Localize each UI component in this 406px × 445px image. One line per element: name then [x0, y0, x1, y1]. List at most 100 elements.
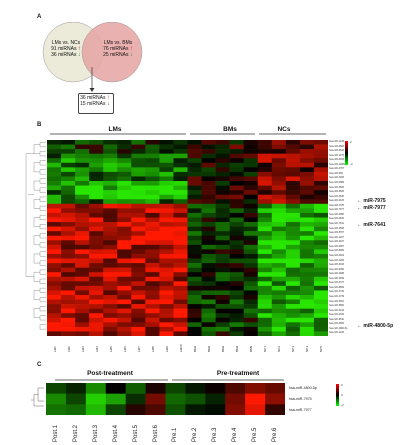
heatmap-b-cell: [61, 199, 76, 205]
heatmap-b-cell: [229, 304, 244, 309]
heatmap-b-cell: [243, 167, 259, 173]
heatmap-b-cell: [75, 199, 90, 205]
row-label: hsa-miR-4800: [329, 144, 345, 148]
heatmap-b-cell: [299, 149, 315, 154]
heatmap-b-cell: [117, 294, 132, 300]
venn-right-text: LMs vs. BMs 76 miRNAs ↑ 25 miRNAs ↓: [94, 40, 142, 58]
up-arrow-icon: ↑: [129, 46, 133, 52]
heatmap-b-cell: [75, 222, 90, 227]
heatmap-b-cell: [173, 240, 188, 246]
heatmap-b-cell: [187, 176, 202, 182]
heatmap-b-cell: [299, 171, 315, 177]
heatmap-b-cell: [145, 217, 160, 223]
heatmap-b-cell: [47, 144, 62, 150]
heatmap-b-cell: [215, 253, 230, 259]
heatmap-b-cell: [159, 294, 174, 300]
heatmap-b-cell: [243, 331, 259, 336]
heatmap-b-cell: [285, 199, 301, 205]
heatmap-b-cell: [215, 167, 230, 173]
heatmap-b-cell: [159, 258, 174, 264]
heatmap-b-cell: [61, 217, 76, 223]
heatmap-c-cell: [265, 393, 285, 405]
heatmap-b-cell: [229, 231, 244, 237]
heatmap-b-cell: [201, 176, 216, 182]
heatmap-b-cell: [103, 176, 118, 182]
heatmap-b-cell: [201, 171, 216, 177]
row-label: hsa-miR-7975: [289, 397, 312, 401]
heatmap-b-cell: [117, 153, 132, 159]
heatmap-b-cell: [131, 263, 146, 268]
heatmap-b-cell: [271, 176, 287, 182]
heatmap-b-cell: [131, 212, 146, 218]
heatmap-b-cell: [201, 149, 216, 154]
heatmap-b-cell: [313, 258, 328, 264]
heatmap-b-cell: [47, 285, 62, 291]
heatmap-c-cell: [185, 404, 206, 415]
heatmap-b-cell: [61, 308, 76, 314]
heatmap-b-cell: [173, 267, 188, 273]
heatmap-b-cell: [159, 308, 174, 314]
heatmap-b-cell: [145, 272, 160, 278]
heatmap-b-cell: [75, 276, 90, 282]
heatmap-b-cell: [47, 185, 62, 191]
heatmap-c-cell: [225, 404, 246, 415]
row-label: hsa-miR-4497: [329, 240, 345, 244]
heatmap-b-cell: [313, 158, 328, 164]
row-label: hsa-miR-4286: [329, 258, 345, 262]
heatmap-b-cell: [201, 231, 216, 237]
heatmap-b-cell: [243, 294, 259, 300]
heatmap-c-cell: [165, 404, 186, 415]
heatmap-b-cell: [271, 253, 287, 259]
heatmap-b-cell: [285, 276, 301, 282]
heatmap-b-cell: [61, 253, 76, 259]
heatmap-b-cell: [257, 276, 273, 282]
heatmap-b-cell: [117, 176, 132, 182]
heatmap-b-cell: [47, 153, 62, 159]
heatmap-b-cell: [75, 176, 90, 182]
heatmap-b-cell: [299, 249, 315, 255]
heatmap-b-cell: [271, 272, 287, 278]
heatmap-b-cell: [313, 244, 328, 250]
heatmap-b-cell: [187, 212, 202, 218]
heatmap-b-cell: [271, 263, 287, 268]
heatmap-b-cell: [313, 171, 328, 177]
heatmap-b-cell: [173, 185, 188, 191]
up-arrow-icon: ↑: [106, 95, 110, 101]
heatmap-b-cell: [201, 190, 216, 195]
heatmap-c: [46, 383, 285, 415]
heatmap-b-cell: [271, 235, 287, 241]
heatmap-b-cell: [61, 285, 76, 291]
heatmap-c-cell: [46, 383, 67, 394]
heatmap-b-cell: [229, 226, 244, 232]
row-label: hsa-miR-7975: [329, 203, 345, 207]
heatmap-b-cell: [215, 212, 230, 218]
heatmap-b-cell: [75, 253, 90, 259]
heatmap-b-cell: [61, 144, 76, 150]
heatmap-b-cell: [285, 144, 301, 150]
heatmap-b-cell: [215, 290, 230, 296]
heatmap-b-cell: [47, 199, 62, 205]
heatmap-b-cell: [243, 190, 259, 195]
heatmap-b-cell: [145, 226, 160, 232]
heatmap-b-cell: [173, 285, 188, 291]
row-label: hsa-miR-7641: [329, 222, 345, 226]
venn-right-circle: [81, 22, 143, 83]
heatmap-b-cell: [229, 162, 244, 168]
heatmap-b-cell: [201, 158, 216, 164]
heatmap-b-cell: [201, 272, 216, 278]
heatmap-b-cell: [131, 176, 146, 182]
heatmap-b-cell: [89, 149, 104, 154]
venn-right-down: 25 miRNAs: [103, 52, 129, 58]
heatmap-b-cell: [229, 244, 244, 250]
heatmap-b-cell: [187, 308, 202, 314]
heatmap-b-cell: [75, 299, 90, 305]
heatmap-b-cell: [285, 162, 301, 168]
heatmap-b-cell: [257, 140, 273, 145]
row-label: hsa-miR-5001: [329, 299, 345, 303]
heatmap-b-cell: [313, 153, 328, 159]
heatmap-b-cell: [117, 313, 132, 319]
heatmap-b-cell: [243, 326, 259, 332]
heatmap-b-cell: [243, 263, 259, 268]
heatmap-b-cell: [313, 217, 328, 223]
heatmap-b-cell: [313, 140, 328, 145]
